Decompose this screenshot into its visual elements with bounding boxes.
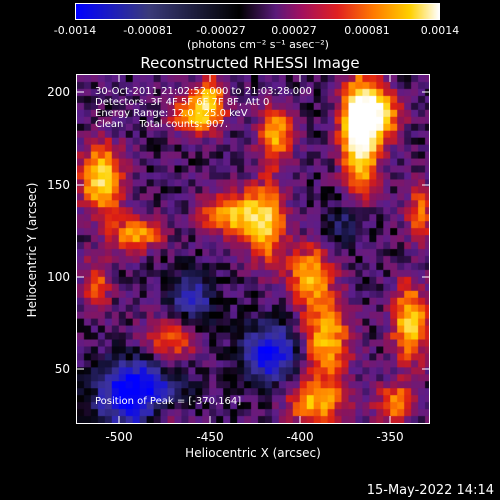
peak-position-label: Position of Peak = [-370,164] — [95, 396, 242, 407]
x-tick-label: -350 — [376, 430, 404, 444]
y-tick-label: 150 — [47, 178, 70, 192]
info-energy-range: Energy Range: 12.0 - 25.0 keV — [95, 108, 248, 119]
colorbar-units: (photons cm⁻² s⁻¹ asec⁻²) — [187, 38, 329, 51]
x-tick-label: -450 — [196, 430, 224, 444]
colorbar-tick: -0.00081 — [123, 24, 173, 37]
plot-title: Reconstructed RHESSI Image — [140, 54, 360, 72]
colorbar-tick: 0.00027 — [271, 24, 317, 37]
colorbar-tick: -0.00027 — [196, 24, 246, 37]
y-tick-label: 200 — [47, 85, 70, 99]
info-clean-counts: Clean Total counts: 907. — [95, 119, 229, 130]
y-tick-label: 100 — [47, 270, 70, 284]
image-plot: 30-Oct-2011 21:02:52.000 to 21:03:28.000… — [76, 74, 430, 424]
x-tick-label: -500 — [105, 430, 133, 444]
x-axis-label: Heliocentric X (arcsec) — [185, 446, 321, 460]
rhessi-image — [77, 75, 429, 423]
timestamp: 15-May-2022 14:14 — [366, 483, 494, 498]
colorbar-tick: -0.0014 — [53, 24, 97, 37]
colorbar — [75, 3, 440, 20]
y-axis-label: Heliocentric Y (arcsec) — [25, 182, 39, 318]
colorbar-tick: 0.00081 — [344, 24, 390, 37]
colorbar-tick: 0.0014 — [420, 24, 460, 37]
info-detectors: Detectors: 3F 4F 5F 6F 7F 8F, Att 0 — [95, 97, 270, 108]
info-time-range: 30-Oct-2011 21:02:52.000 to 21:03:28.000 — [95, 86, 312, 97]
x-tick-label: -400 — [286, 430, 314, 444]
y-tick-label: 50 — [54, 362, 70, 376]
